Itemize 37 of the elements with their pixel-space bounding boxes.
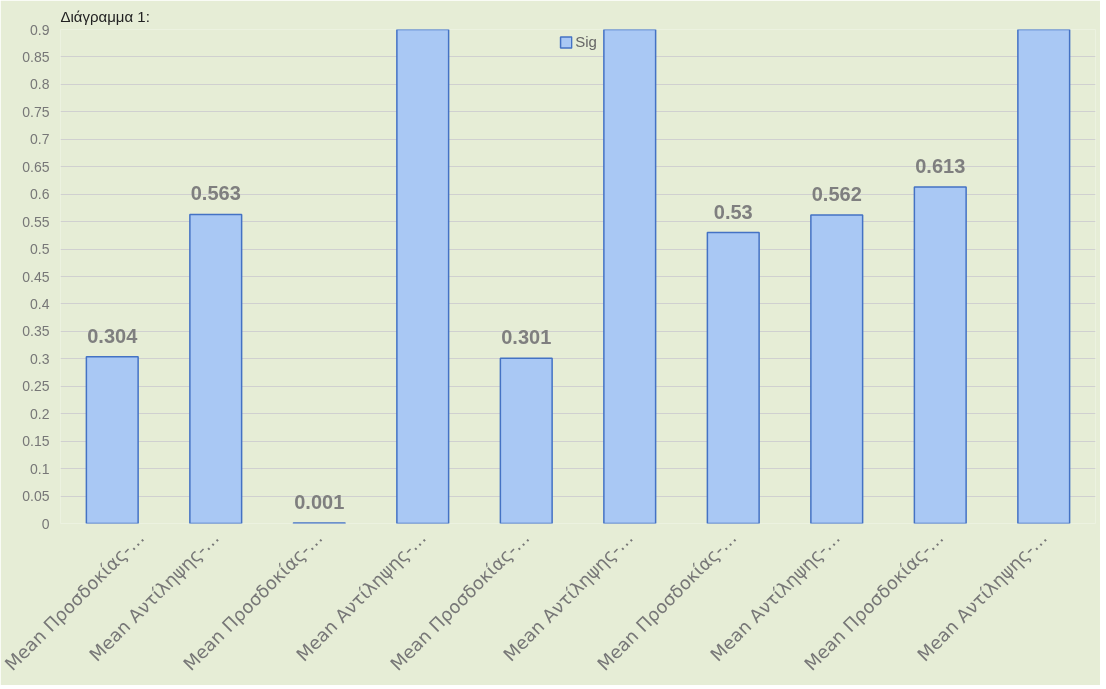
y-tick-label: 0: [41, 515, 50, 532]
data-label: 0.563: [190, 182, 241, 205]
data-label: 0.301: [501, 326, 552, 349]
y-tick-label: 0.15: [22, 433, 50, 450]
y-tick-label: 0.55: [22, 213, 50, 230]
y-tick-label: 0.8: [30, 76, 50, 93]
data-label: 0.562: [811, 183, 862, 206]
bar: [189, 213, 243, 524]
bar: [499, 357, 553, 524]
y-tick-label: 0.5: [30, 241, 50, 258]
bar: [706, 231, 760, 524]
y-tick-label: 0.2: [30, 405, 50, 422]
y-tick-label: 0.65: [22, 158, 50, 175]
y-tick-label: 0.3: [30, 350, 50, 367]
bar: [913, 186, 967, 524]
y-tick-label: 0.75: [22, 103, 50, 120]
bar: [1017, 29, 1071, 524]
data-label: 0.613: [915, 155, 966, 178]
y-tick-label: 0.35: [22, 323, 50, 340]
y-tick-label: 0.7: [30, 131, 50, 148]
bar: [810, 214, 864, 524]
y-tick-label: 0.1: [30, 460, 50, 477]
y-tick-label: 0.05: [22, 488, 50, 505]
y-tick-label: 0.6: [30, 186, 50, 203]
data-label: 0.53: [713, 200, 753, 223]
bar: [603, 29, 657, 524]
y-tick-label: 0.45: [22, 268, 50, 285]
y-tick-label: 0.25: [22, 378, 50, 395]
y-tick-label: 0.85: [22, 48, 50, 65]
bar: [396, 29, 450, 524]
legend-label: Sig: [575, 33, 597, 50]
y-tick-label: 0.4: [30, 295, 50, 312]
chart-title: Διάγραμμα 1:: [60, 7, 150, 25]
data-label: 0.001: [294, 490, 345, 513]
bar: [85, 355, 139, 524]
y-tick-label: 0.9: [30, 21, 50, 38]
data-label: 0.304: [87, 324, 139, 347]
